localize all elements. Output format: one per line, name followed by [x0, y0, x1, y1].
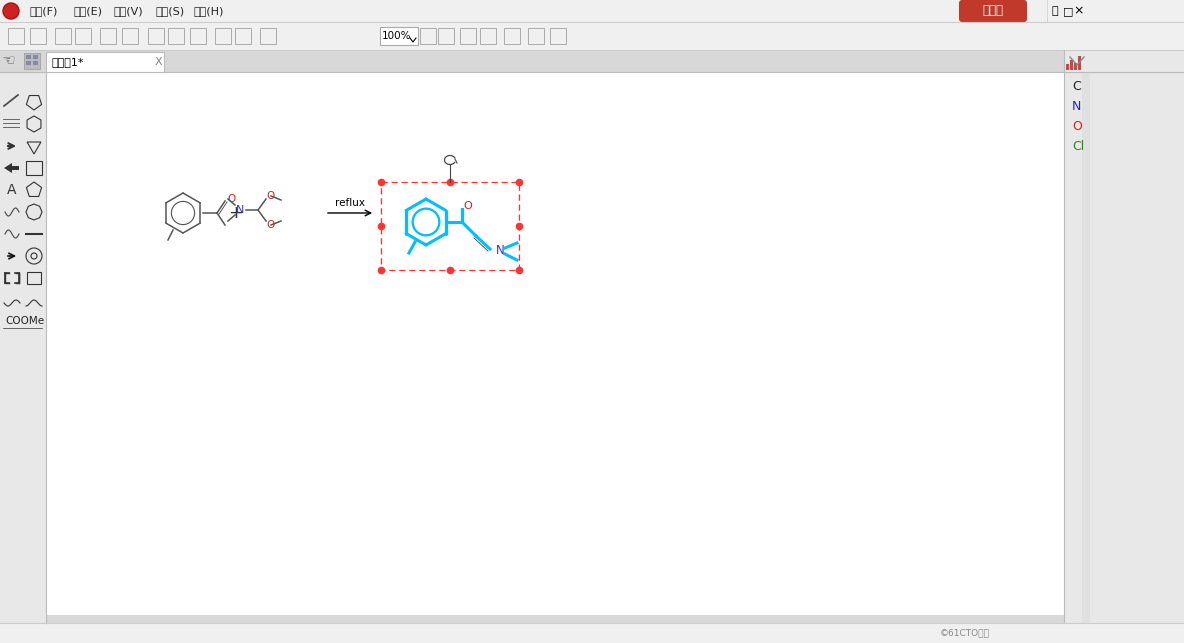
Bar: [461, 28, 476, 44]
Bar: [189, 28, 206, 44]
Text: O: O: [266, 220, 275, 230]
FancyBboxPatch shape: [959, 0, 1027, 22]
Text: ☜: ☜: [1, 53, 15, 69]
Bar: [26, 55, 31, 59]
Bar: [30, 28, 46, 44]
Bar: [1064, 50, 1184, 623]
Bar: [528, 28, 543, 44]
Bar: [0, 623, 1184, 643]
Bar: [438, 28, 453, 44]
Bar: [8, 28, 24, 44]
Text: 文件(F): 文件(F): [30, 6, 58, 16]
Text: reflux: reflux: [335, 198, 365, 208]
Polygon shape: [4, 163, 19, 173]
Text: 编辑(E): 编辑(E): [73, 6, 102, 16]
Text: 100%: 100%: [382, 31, 412, 41]
Bar: [1070, 60, 1073, 70]
Text: +: +: [229, 204, 244, 222]
Text: －: －: [1051, 6, 1058, 16]
Bar: [122, 28, 139, 44]
Text: N: N: [236, 205, 244, 215]
Bar: [381, 182, 519, 270]
Text: A: A: [7, 183, 17, 197]
Bar: [0, 0, 1184, 22]
Bar: [24, 53, 40, 69]
Circle shape: [4, 3, 19, 19]
Bar: [33, 55, 38, 59]
Bar: [551, 28, 566, 44]
Text: O: O: [227, 194, 236, 204]
Bar: [260, 28, 276, 44]
Text: O: O: [266, 191, 275, 201]
Text: N: N: [496, 244, 504, 257]
Text: ×: ×: [1074, 5, 1085, 17]
Bar: [148, 28, 165, 44]
Text: O: O: [1072, 120, 1082, 133]
Text: 帮助(H): 帮助(H): [193, 6, 224, 16]
Text: 视图(V): 视图(V): [112, 6, 142, 16]
Bar: [168, 28, 184, 44]
Bar: [420, 28, 436, 44]
Bar: [99, 28, 116, 44]
Text: N: N: [1072, 100, 1081, 113]
Text: ©61CTO博客: ©61CTO博客: [940, 628, 990, 637]
Bar: [1082, 72, 1090, 623]
Bar: [234, 28, 251, 44]
Bar: [480, 28, 496, 44]
Text: C: C: [1072, 80, 1081, 93]
Bar: [46, 615, 1064, 623]
Bar: [27, 272, 41, 284]
Bar: [215, 28, 231, 44]
Bar: [26, 61, 31, 65]
Bar: [0, 72, 46, 623]
Text: 未登录: 未登录: [983, 5, 1004, 17]
Bar: [33, 61, 38, 65]
Text: 未命名1*: 未命名1*: [52, 57, 84, 67]
FancyBboxPatch shape: [380, 27, 418, 45]
Bar: [54, 28, 71, 44]
Bar: [0, 50, 46, 72]
Bar: [46, 52, 165, 72]
Bar: [1074, 63, 1077, 70]
Bar: [504, 28, 520, 44]
Text: □: □: [1063, 6, 1073, 16]
Bar: [0, 50, 1184, 72]
Text: O: O: [463, 201, 471, 211]
Text: Cl: Cl: [1072, 140, 1085, 153]
Text: X: X: [154, 57, 162, 67]
Text: COOMe: COOMe: [5, 316, 44, 326]
Bar: [75, 28, 91, 44]
Bar: [1077, 56, 1081, 70]
Bar: [1066, 64, 1069, 70]
Bar: [26, 161, 41, 175]
Text: 选项(S): 选项(S): [155, 6, 185, 16]
Bar: [0, 22, 1184, 50]
Bar: [1064, 52, 1083, 70]
Bar: [46, 72, 1064, 623]
